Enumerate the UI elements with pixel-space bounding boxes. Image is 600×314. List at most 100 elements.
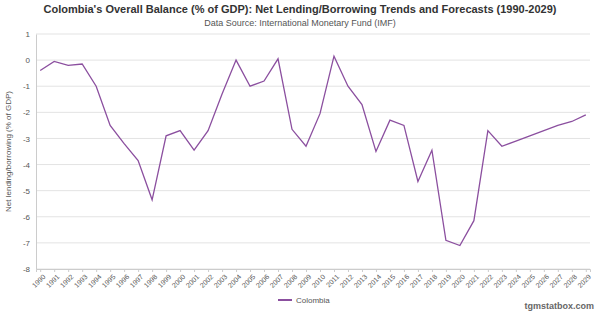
x-tick-label: 1991 [45, 273, 61, 289]
x-tick: 1999 [157, 269, 173, 289]
x-tick-label: 2007 [268, 273, 284, 289]
y-axis: -8-7-6-5-4-3-2-101 [23, 30, 37, 274]
x-tick-label: 2020 [450, 273, 466, 289]
watermark: tgmstatbox.com [524, 301, 594, 311]
x-tick-label: 2015 [380, 273, 396, 289]
x-tick-mark [138, 269, 139, 272]
chart: Colombia's Overall Balance (% of GDP): N… [0, 0, 600, 314]
x-tick-mark [418, 269, 419, 272]
x-axis-line [37, 270, 591, 273]
x-tick-label: 2005 [241, 273, 257, 289]
grid-line [36, 34, 590, 35]
legend: Colombia [278, 296, 330, 305]
y-tick-label: -8 [23, 265, 31, 274]
x-tick: 1990 [31, 269, 47, 289]
x-tick-mark [334, 269, 335, 272]
x-tick-label: 2027 [548, 273, 564, 289]
y-tick: -6 [23, 213, 36, 222]
x-tick-mark [306, 269, 307, 272]
x-tick: 2011 [325, 269, 341, 289]
x-tick-mark [474, 269, 475, 272]
x-tick-mark [236, 269, 237, 272]
x-tick: 2015 [380, 269, 396, 289]
x-tick: 2027 [548, 269, 564, 289]
x-tick-label: 2006 [255, 273, 271, 289]
y-axis-line [36, 35, 37, 270]
x-tick-mark [68, 269, 69, 272]
x-tick-label: 1994 [87, 273, 103, 289]
x-tick-mark [264, 269, 265, 272]
x-tick: 2014 [366, 269, 382, 289]
x-tick-label: 2014 [366, 273, 382, 289]
y-tick: -8 [23, 265, 36, 274]
x-tick-label: 2022 [478, 273, 494, 289]
x-tick-mark [558, 269, 559, 272]
x-tick: 2009 [296, 269, 312, 289]
grid-line [36, 112, 590, 113]
y-tick-label: -7 [23, 239, 31, 248]
x-tick-mark [152, 269, 153, 272]
x-tick-mark [348, 269, 349, 272]
y-tick: -7 [23, 239, 36, 248]
x-tick: 2003 [213, 269, 229, 289]
x-tick-label: 2016 [394, 273, 410, 289]
x-tick-mark [278, 269, 279, 272]
y-tick-label: -2 [23, 108, 31, 117]
x-tick: 2028 [562, 269, 578, 289]
x-tick: 2006 [255, 269, 271, 289]
x-tick-label: 2025 [520, 273, 536, 289]
x-tick-mark [54, 269, 55, 272]
x-tick-label: 2011 [325, 273, 341, 289]
grid-line [36, 242, 590, 243]
x-tick: 2017 [408, 269, 424, 289]
title: Colombia's Overall Balance (% of GDP): N… [43, 3, 556, 15]
x-tick-label: 1996 [115, 273, 131, 289]
x-tick-label: 1990 [31, 273, 47, 289]
grid [36, 34, 590, 269]
x-tick: 2001 [185, 269, 201, 289]
x-tick-mark [362, 269, 363, 272]
x-tick-mark [40, 269, 41, 272]
x-tick: 1992 [59, 269, 75, 289]
x-tick-mark [572, 269, 573, 272]
x-tick-mark [502, 269, 503, 272]
y-tick: -1 [23, 82, 36, 91]
x-tick-label: 1995 [101, 273, 117, 289]
x-tick-mark [320, 269, 321, 272]
y-tick: -2 [23, 108, 36, 117]
x-tick-mark [446, 269, 447, 272]
y-tick-label: -1 [23, 82, 31, 91]
x-tick-label: 2023 [492, 273, 508, 289]
marks [40, 56, 586, 245]
grid-line [36, 86, 590, 87]
x-tick: 2023 [492, 269, 508, 289]
x-tick-mark [250, 269, 251, 272]
x-tick: 2024 [506, 269, 522, 289]
y-tick: 0 [26, 56, 36, 65]
x-tick-label: 2026 [534, 273, 550, 289]
grid-line [36, 216, 590, 217]
x-tick-mark [208, 269, 209, 272]
x-tick-mark [166, 269, 167, 272]
x-tick-label: 2009 [296, 273, 312, 289]
x-tick-label: 2004 [227, 273, 243, 289]
x-tick: 1997 [129, 269, 145, 289]
x-tick: 1991 [45, 269, 61, 289]
x-tick-label: 2029 [576, 273, 592, 289]
x-tick-label: 2013 [352, 273, 368, 289]
x-tick: 2000 [171, 269, 187, 289]
x-tick-mark [432, 269, 433, 272]
y-tick: -3 [23, 135, 36, 144]
y-tick: 1 [26, 30, 36, 39]
x-tick-label: 2021 [464, 273, 480, 289]
y-tick-label: -6 [23, 213, 31, 222]
x-tick-mark [488, 269, 489, 272]
x-tick: 2022 [478, 269, 494, 289]
x-tick-label: 1993 [73, 273, 89, 289]
x-tick: 2021 [464, 269, 480, 289]
x-tick-mark [292, 269, 293, 272]
x-tick-mark [404, 269, 405, 272]
y-tick: -5 [23, 187, 36, 196]
x-tick: 2012 [338, 269, 354, 289]
x-tick: 2002 [199, 269, 215, 289]
